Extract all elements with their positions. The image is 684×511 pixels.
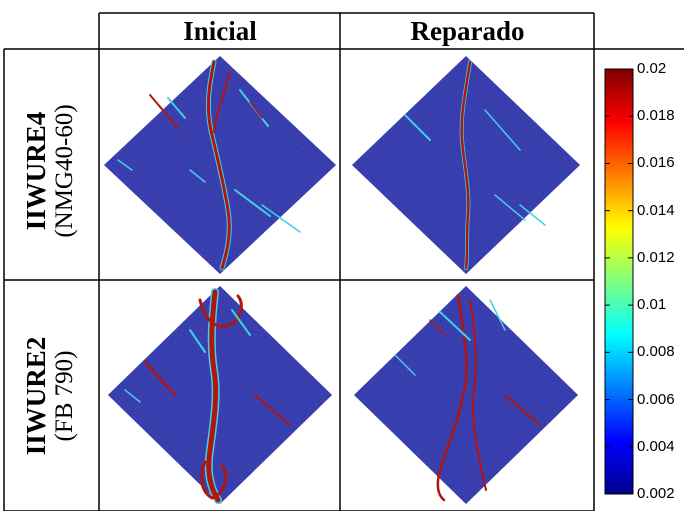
colorbar-tick-label: 0.014 [637,203,675,218]
colorbar-tick-label: 0.004 [637,439,675,454]
strain-map-iiwure2-reparado [354,286,578,504]
colorbar-tick-label: 0.02 [637,61,666,76]
colorbar-tick-label: 0.006 [637,392,675,407]
colorbar-tick-label: 0.008 [637,344,675,359]
colorbar-tick-label: 0.01 [637,297,666,312]
strain-map-iiwure4-inicial [104,56,336,274]
colorbar-tick-label: 0.012 [637,250,675,265]
colorbar-tick-label: 0.018 [637,108,675,123]
colorbar [605,69,633,494]
strain-map-iiwure4-reparado [352,56,580,274]
colorbar-tick-label: 0.016 [637,155,675,170]
colorbar-tick-label: 0.002 [637,486,675,501]
strain-map-iiwure2-inicial [108,286,332,504]
